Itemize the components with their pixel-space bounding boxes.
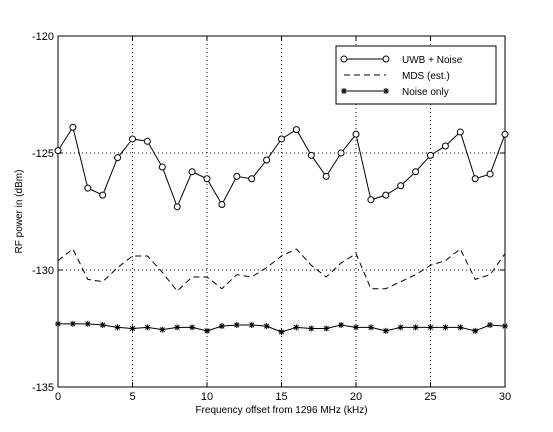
data-point [54, 147, 62, 155]
data-point [353, 324, 359, 331]
data-point [159, 326, 166, 333]
data-point [382, 191, 390, 199]
data-point [457, 324, 464, 331]
data-point [143, 137, 151, 145]
data-point [99, 191, 107, 199]
x-tick-label: 30 [499, 391, 511, 403]
data-point [84, 320, 91, 327]
data-point [456, 128, 464, 136]
data-point [337, 149, 345, 157]
legend: UWB + Noise MDS (est.) Noise only [335, 45, 497, 105]
data-point [204, 327, 210, 334]
y-tick-label: -120 [32, 31, 54, 43]
data-point [397, 324, 404, 331]
data-point [502, 323, 508, 330]
series-noise-only [55, 320, 508, 336]
data-point [352, 130, 360, 138]
series-group [54, 123, 509, 336]
data-point [173, 203, 181, 211]
x-tick-label: 10 [201, 391, 213, 403]
legend-entry: MDS (est.) [402, 71, 450, 82]
y-tick-label: -125 [32, 148, 54, 160]
data-point [278, 329, 285, 336]
data-point [487, 321, 494, 328]
data-point [338, 321, 345, 328]
y-tick-label: -130 [32, 265, 54, 277]
x-tick-label: 15 [275, 391, 287, 403]
data-point [84, 184, 92, 192]
x-axis-label: Frequency offset from 1296 MHz (kHz) [195, 405, 367, 416]
data-point [55, 320, 61, 327]
data-point [427, 324, 434, 331]
data-point [129, 135, 136, 143]
data-point [412, 168, 420, 176]
data-point [144, 324, 151, 331]
series-uwb-noise [54, 123, 509, 211]
legend-marker [383, 88, 389, 94]
legend-marker [340, 55, 348, 63]
data-point [174, 324, 181, 331]
legend-box [335, 45, 497, 105]
data-point [233, 172, 241, 180]
x-tick-label: 0 [55, 391, 61, 403]
x-tick-label: 20 [350, 391, 362, 403]
data-point [263, 323, 270, 330]
data-point [471, 175, 479, 183]
data-point [442, 324, 449, 331]
data-point [129, 325, 136, 332]
data-point [323, 325, 330, 332]
data-point [158, 163, 166, 171]
data-point [292, 126, 300, 134]
data-point [233, 321, 240, 328]
data-point [69, 320, 76, 327]
data-point [263, 156, 271, 164]
series-line [57, 248, 506, 292]
data-point [397, 182, 405, 190]
legend-marker [341, 88, 347, 94]
legend-entry: Noise only [402, 87, 449, 98]
data-point [308, 325, 315, 332]
data-point [188, 168, 196, 176]
data-point [367, 324, 374, 331]
data-point [189, 324, 196, 331]
data-point [248, 321, 255, 328]
data-point [293, 324, 300, 331]
data-point [501, 130, 509, 138]
legend-entry: UWB + Noise [402, 55, 463, 66]
data-point [322, 172, 330, 180]
data-point [114, 324, 121, 331]
data-point [99, 321, 106, 328]
data-point [69, 123, 77, 131]
y-axis-label: RF power in (dBm) [14, 170, 25, 254]
data-point [307, 151, 315, 159]
data-point [114, 154, 122, 162]
x-tick-label: 5 [129, 391, 135, 403]
data-point [203, 175, 211, 183]
data-point [278, 135, 285, 143]
data-point [441, 142, 449, 150]
data-point [218, 200, 226, 208]
data-point [367, 196, 375, 204]
data-point [248, 175, 256, 183]
data-point [427, 151, 434, 159]
data-point [486, 170, 494, 178]
x-tick-label: 25 [424, 391, 436, 403]
y-tick-label: -135 [32, 382, 54, 394]
data-point [472, 327, 479, 334]
data-point [218, 323, 225, 330]
series-mds-est- [57, 248, 506, 292]
axis-ticks: 0 5 10 15 20 25 30 -135 -130 -125 -120 [32, 31, 511, 403]
data-point [412, 324, 419, 331]
data-point [382, 327, 389, 334]
legend-marker [382, 55, 390, 63]
